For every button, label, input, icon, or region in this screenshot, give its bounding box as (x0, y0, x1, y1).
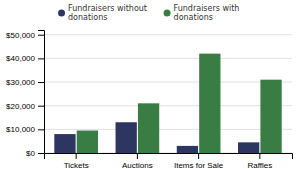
y-tick: $40,000 (6, 54, 44, 63)
y-tick: $20,000 (6, 102, 44, 111)
bar (138, 103, 159, 153)
y-tick-label: $10,000 (6, 125, 35, 134)
legend-label-line: donations (174, 13, 213, 22)
legend-swatch (164, 10, 171, 17)
x-tick-label: Raffles (247, 161, 272, 169)
legend-label-line: Fundraisers with (174, 4, 242, 13)
x-tick: Raffles (247, 153, 272, 169)
y-axis-line (38, 31, 45, 154)
x-tick-mark (198, 153, 199, 159)
grid-line (44, 34, 292, 35)
y-tick: $10,000 (6, 125, 44, 134)
x-axis: Tickets Auctions Items for Sale Raffles (45, 153, 293, 169)
y-tick-mark (38, 153, 44, 154)
grid (44, 35, 292, 153)
bar-series (77, 54, 282, 153)
legend-label-line: Fundraisers without (68, 4, 150, 13)
y-tick: $0 (26, 149, 44, 158)
x-tick-mark (259, 153, 260, 159)
legend-label: Fundraisers without donations (68, 4, 150, 22)
grid-line (44, 129, 292, 130)
bar (54, 134, 75, 153)
legend: Fundraisers without donationsFundraisers… (58, 4, 242, 22)
grid-line (44, 105, 292, 106)
x-tick: Items for Sale (174, 153, 224, 169)
bar (199, 54, 220, 153)
legend-label-line: donations (68, 13, 107, 22)
y-tick-label: $20,000 (6, 102, 35, 111)
y-tick: $50,000 (6, 31, 44, 40)
x-tick-mark (76, 153, 77, 159)
y-tick-label: $40,000 (6, 54, 35, 63)
x-tick-label: Auctions (122, 161, 153, 169)
grid-line (44, 82, 292, 83)
chart: $0 $10,000 $20,000 $30,000 $40,000 $50,000 Tic… (0, 0, 300, 169)
y-tick: $30,000 (6, 78, 44, 87)
x-tick-label: Items for Sale (174, 161, 224, 169)
legend-item: Fundraisers with donations (164, 4, 242, 22)
x-tick-label: Tickets (64, 161, 89, 169)
bar (116, 122, 137, 153)
x-tick: Tickets (64, 153, 89, 169)
y-tick-mark (38, 82, 44, 83)
y-tick-label: $50,000 (6, 31, 35, 40)
grid-line (44, 58, 292, 59)
x-axis-line (45, 154, 293, 160)
legend-label: Fundraisers with donations (174, 4, 242, 22)
y-tick-label: $0 (26, 149, 35, 158)
plot: $0 $10,000 $20,000 $30,000 $40,000 $50,000 Tic… (6, 31, 292, 169)
y-tick-label: $30,000 (6, 78, 35, 87)
bar (260, 80, 281, 153)
bar (177, 146, 198, 153)
x-tick: Auctions (122, 153, 153, 169)
y-tick-mark (38, 129, 44, 130)
legend-item: Fundraisers without donations (58, 4, 150, 22)
x-tick-mark (137, 153, 138, 159)
bar (238, 142, 259, 153)
legend-swatch (58, 10, 65, 17)
bar (77, 131, 98, 153)
y-tick-mark (38, 58, 44, 59)
bars (54, 54, 281, 153)
y-tick-mark (38, 106, 44, 107)
y-axis: $0 $10,000 $20,000 $30,000 $40,000 $50,000 (6, 31, 44, 159)
y-tick-mark (38, 35, 44, 36)
